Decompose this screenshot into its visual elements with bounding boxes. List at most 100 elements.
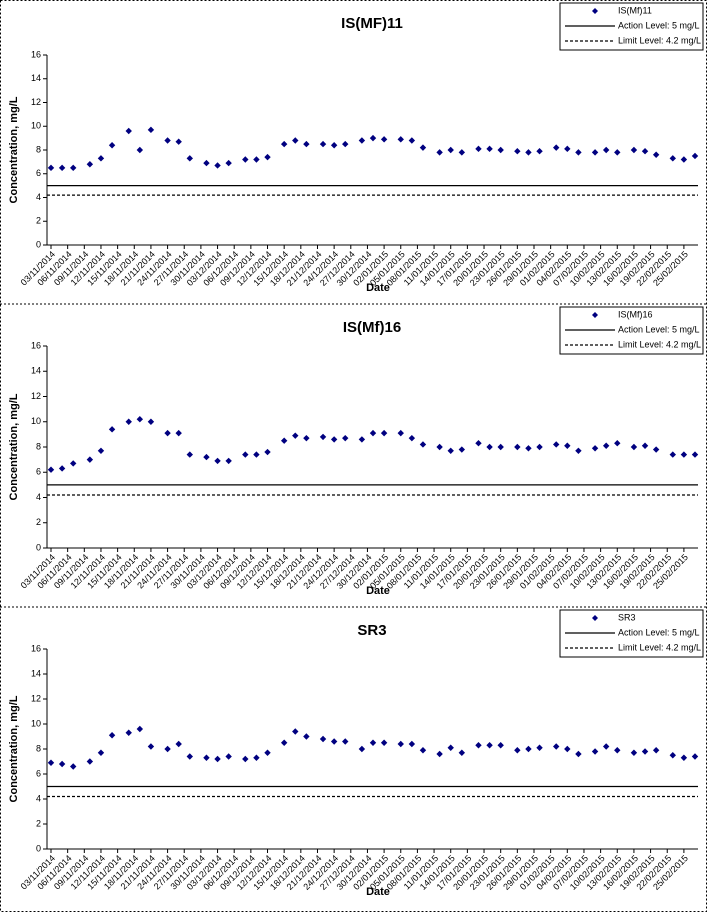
data-point bbox=[214, 457, 221, 465]
data-point bbox=[253, 754, 260, 761]
data-point bbox=[380, 429, 388, 437]
data-point bbox=[58, 465, 66, 472]
y-axis-title: Concentration, mg/L bbox=[8, 695, 20, 802]
data-point bbox=[380, 739, 388, 746]
data-point bbox=[136, 146, 144, 154]
data-point bbox=[369, 134, 377, 142]
data-point bbox=[319, 735, 327, 743]
data-point bbox=[280, 739, 288, 746]
data-point bbox=[514, 443, 521, 451]
y-tick-label: 10 bbox=[31, 416, 41, 426]
data-point bbox=[486, 443, 493, 451]
data-point bbox=[175, 429, 182, 437]
data-point bbox=[164, 745, 171, 753]
data-point bbox=[536, 744, 543, 751]
data-point bbox=[486, 145, 493, 153]
data-point bbox=[436, 750, 443, 758]
y-tick-label: 16 bbox=[31, 340, 41, 350]
data-point bbox=[253, 451, 260, 458]
data-point bbox=[419, 441, 427, 448]
data-point bbox=[614, 747, 621, 754]
data-point bbox=[564, 145, 571, 153]
data-point bbox=[380, 136, 388, 143]
data-point bbox=[669, 155, 676, 162]
data-point bbox=[564, 745, 571, 753]
data-point bbox=[58, 164, 66, 172]
data-point bbox=[614, 149, 621, 156]
data-point bbox=[225, 159, 232, 167]
data-point bbox=[147, 126, 155, 134]
legend-marker bbox=[592, 312, 598, 318]
data-point bbox=[358, 137, 366, 144]
legend-label: Action Level: 5 mg/L bbox=[618, 627, 700, 637]
data-point bbox=[680, 156, 688, 163]
data-point bbox=[602, 442, 610, 449]
data-point bbox=[342, 140, 349, 148]
data-point bbox=[630, 146, 638, 154]
data-point bbox=[475, 145, 482, 153]
data-point bbox=[680, 451, 688, 458]
y-tick-label: 2 bbox=[36, 216, 41, 226]
data-point bbox=[447, 744, 454, 751]
data-point bbox=[342, 738, 349, 745]
data-point bbox=[358, 745, 366, 753]
data-point bbox=[264, 448, 271, 456]
data-point bbox=[419, 144, 427, 151]
data-point bbox=[319, 433, 327, 441]
data-point bbox=[458, 749, 466, 756]
data-point bbox=[264, 153, 271, 161]
data-point bbox=[458, 446, 466, 453]
legend-label: Action Level: 5 mg/L bbox=[618, 324, 700, 334]
data-point bbox=[486, 742, 493, 749]
data-point bbox=[602, 743, 610, 750]
data-point bbox=[292, 728, 299, 735]
data-point bbox=[70, 763, 77, 770]
data-point bbox=[330, 436, 338, 443]
data-point bbox=[86, 456, 94, 463]
data-point bbox=[186, 155, 193, 162]
chart-title: IS(MF)11 bbox=[341, 15, 403, 32]
data-point bbox=[514, 147, 521, 155]
data-point bbox=[292, 137, 299, 144]
data-point bbox=[419, 747, 427, 754]
y-tick-label: 4 bbox=[36, 192, 41, 202]
data-point bbox=[97, 749, 105, 756]
data-point bbox=[186, 753, 193, 760]
data-point bbox=[330, 142, 338, 149]
data-point bbox=[164, 429, 171, 437]
data-point bbox=[264, 749, 271, 756]
y-axis-title: Concentration, mg/L bbox=[8, 96, 20, 203]
data-point bbox=[652, 151, 660, 158]
data-point bbox=[369, 739, 377, 746]
data-point bbox=[253, 156, 260, 163]
chart-title: SR3 bbox=[357, 622, 386, 639]
data-point bbox=[397, 136, 404, 143]
y-tick-label: 0 bbox=[36, 239, 41, 249]
x-axis-title: Date bbox=[366, 886, 390, 898]
data-point bbox=[214, 755, 221, 763]
data-point bbox=[408, 137, 416, 144]
legend-label: IS(Mf)11 bbox=[618, 5, 652, 15]
data-point bbox=[175, 138, 182, 145]
y-tick-label: 0 bbox=[36, 542, 41, 552]
data-point bbox=[536, 443, 543, 451]
data-point bbox=[652, 747, 660, 754]
data-point bbox=[203, 159, 210, 167]
data-point bbox=[575, 447, 582, 454]
data-point bbox=[86, 758, 94, 765]
x-axis-title: Date bbox=[366, 282, 390, 294]
data-point bbox=[86, 161, 94, 168]
y-axis-title: Concentration, mg/L bbox=[8, 393, 20, 500]
legend-label: Limit Level: 4.2 mg/L bbox=[618, 35, 701, 45]
data-point bbox=[125, 418, 132, 425]
legend-label: Limit Level: 4.2 mg/L bbox=[618, 642, 701, 652]
data-point bbox=[147, 418, 155, 425]
data-point bbox=[575, 149, 582, 156]
data-point bbox=[125, 729, 132, 736]
data-point bbox=[458, 149, 466, 156]
data-point bbox=[47, 164, 55, 172]
y-tick-label: 8 bbox=[36, 743, 41, 753]
data-point bbox=[397, 429, 404, 437]
data-point bbox=[97, 155, 105, 162]
